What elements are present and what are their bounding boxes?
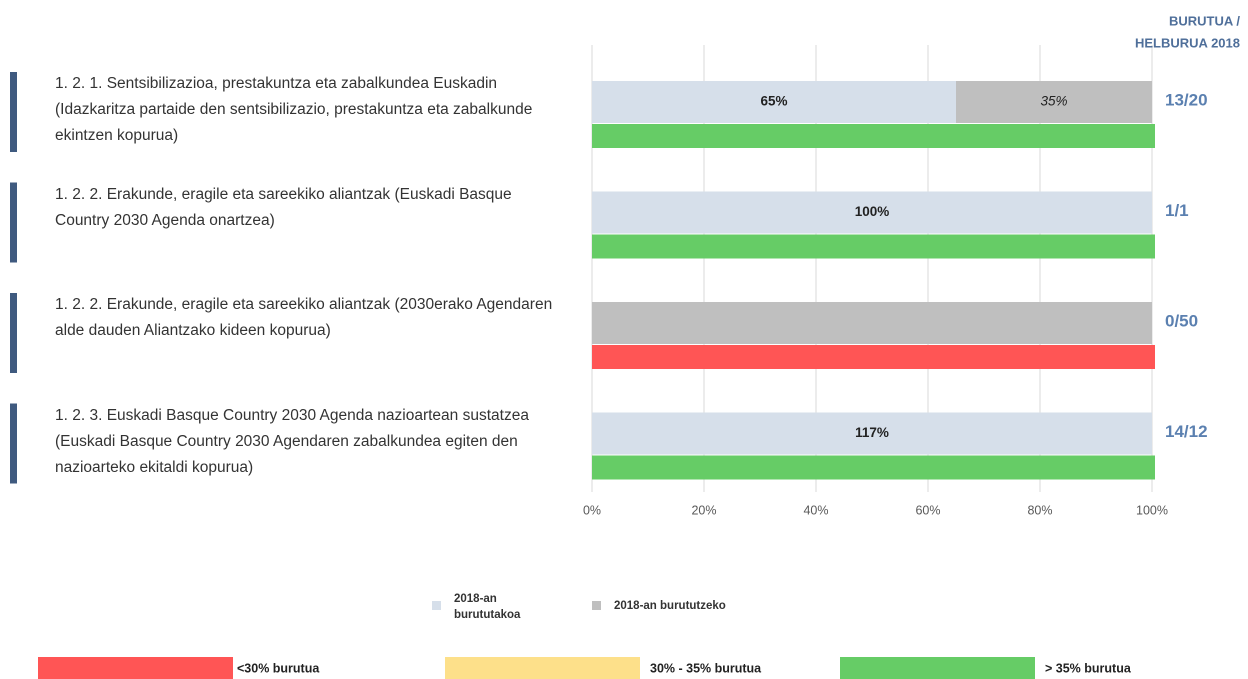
plot-area bbox=[592, 81, 1152, 455]
x-tick-label: 80% bbox=[1027, 503, 1052, 517]
ratio-label: 0/50 bbox=[1165, 311, 1198, 330]
category-marker bbox=[10, 72, 17, 152]
ratio-label: 14/12 bbox=[1165, 422, 1208, 441]
status-label: 30% - 35% burutua bbox=[650, 661, 762, 675]
value-label: 117% bbox=[855, 425, 889, 440]
ratio-label: 1/1 bbox=[1165, 201, 1189, 220]
status-bar bbox=[592, 234, 1155, 259]
category-marker bbox=[10, 403, 17, 484]
category-marker bbox=[10, 182, 17, 263]
status-swatch bbox=[38, 657, 233, 679]
category-marker bbox=[10, 293, 17, 373]
value-label: 35% bbox=[1040, 94, 1067, 109]
x-tick-label: 0% bbox=[583, 503, 601, 517]
legend-label: 2018-an burututakoa bbox=[454, 593, 521, 621]
ratio-header: HELBURUA 2018 bbox=[1135, 35, 1240, 50]
category-label: 1. 2. 1. Sentsibilizazioa, prestakuntza … bbox=[55, 75, 533, 144]
ratio-header: BURUTUA / bbox=[1169, 13, 1240, 28]
status-label: <30% burutua bbox=[237, 661, 320, 675]
x-tick-label: 100% bbox=[1136, 503, 1168, 517]
x-tick-label: 60% bbox=[915, 503, 940, 517]
category-label: 1. 2. 3. Euskadi Basque Country 2030 Age… bbox=[55, 406, 529, 476]
bar-segment bbox=[592, 81, 956, 123]
legend-swatch bbox=[432, 601, 441, 610]
category-label: 1. 2. 2. Erakunde, eragile eta sareekiko… bbox=[55, 296, 553, 339]
value-label: 100% bbox=[855, 204, 890, 219]
status-swatch bbox=[445, 657, 640, 679]
legend-line: burututakoa bbox=[454, 609, 521, 621]
status-swatch bbox=[840, 657, 1035, 679]
bar-segment bbox=[592, 412, 1152, 455]
value-label: 65% bbox=[760, 94, 787, 109]
category-label: 1. 2. 2. Erakunde, eragile eta sareekiko… bbox=[55, 185, 512, 229]
status-label: > 35% burutua bbox=[1045, 661, 1132, 675]
status-bar bbox=[592, 124, 1155, 148]
status-bar bbox=[592, 455, 1155, 480]
legend-swatch bbox=[592, 601, 601, 610]
bar-segment bbox=[592, 191, 1152, 234]
status-bar bbox=[592, 345, 1155, 369]
legend-line: 2018-an bbox=[454, 593, 497, 605]
bar-segment bbox=[956, 81, 1152, 123]
x-tick-label: 40% bbox=[803, 503, 828, 517]
bar-segment bbox=[592, 302, 1152, 344]
legend-label: 2018-an burututzeko bbox=[614, 600, 726, 612]
ratio-label: 13/20 bbox=[1165, 90, 1208, 109]
x-tick-label: 20% bbox=[691, 503, 716, 517]
